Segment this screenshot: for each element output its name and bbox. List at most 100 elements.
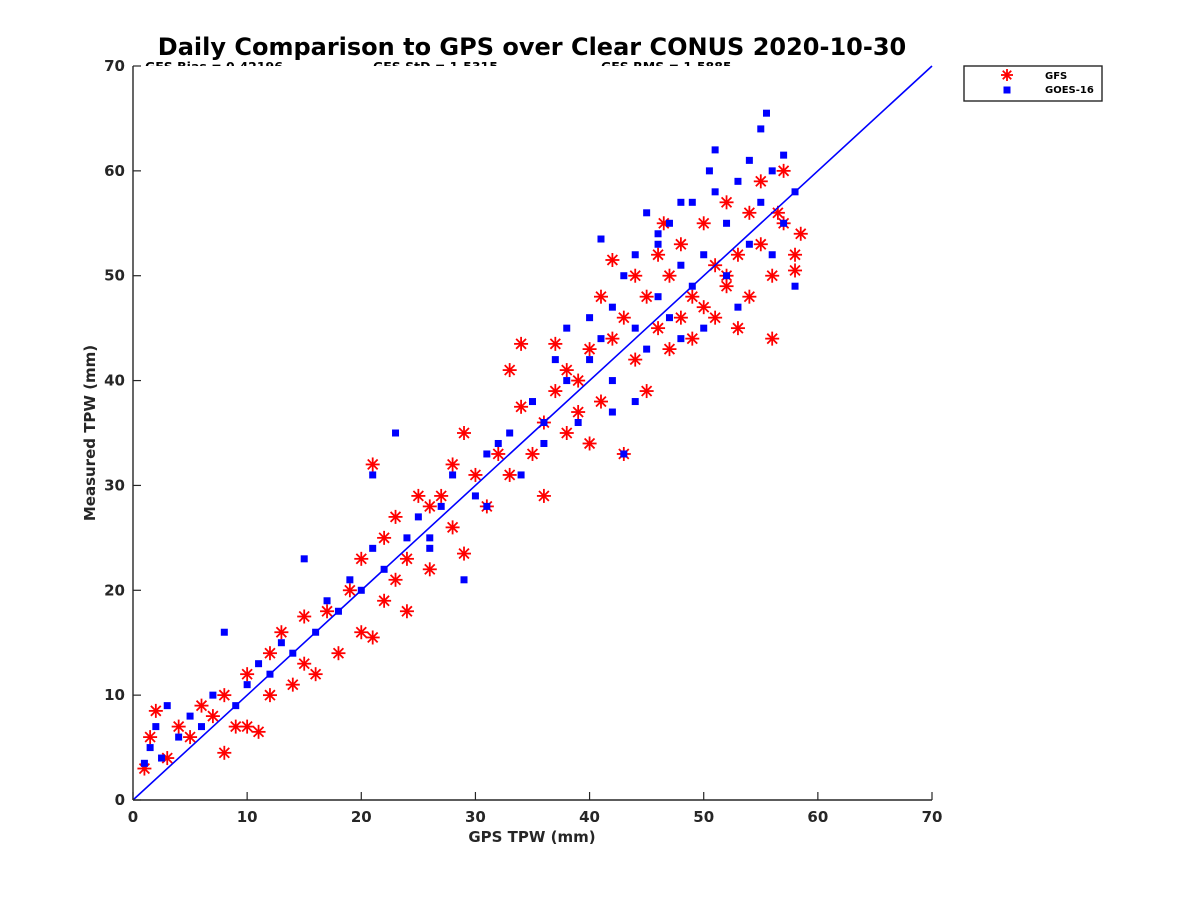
goes16-point (152, 723, 160, 731)
gfs-point (399, 551, 414, 566)
gfs-point (445, 457, 460, 472)
gfs-point (719, 195, 734, 210)
gfs-point (148, 703, 163, 718)
goes16-point (517, 471, 525, 479)
gfs-point (753, 174, 768, 189)
gfs-point (593, 394, 608, 409)
goes16-point (146, 744, 154, 752)
x-tick-label: 20 (351, 808, 372, 826)
goes16-point (586, 356, 594, 364)
gfs-point (719, 279, 734, 294)
gfs-point (205, 709, 220, 724)
axes: 0 10 20 30 40 50 60 70 0 10 20 30 40 50 60 70 (104, 57, 942, 826)
gfs-point (422, 562, 437, 577)
goes16-point (597, 335, 605, 343)
goes16-point (608, 303, 616, 311)
y-tick-label: 40 (104, 372, 125, 390)
plot-area (132, 65, 933, 801)
x-tick-label: 60 (807, 808, 828, 826)
x-axis-label: GPS TPW (mm) (468, 828, 595, 846)
gfs-point (605, 252, 620, 267)
gfs-point (788, 263, 803, 278)
goes16-point (745, 156, 753, 164)
y-tick-label: 50 (104, 267, 125, 285)
goes16-point (608, 408, 616, 416)
gfs-point (342, 583, 357, 598)
goes16-point (369, 544, 377, 552)
gfs-point (308, 667, 323, 682)
goes16-point (140, 759, 148, 767)
gfs-point (593, 289, 608, 304)
gfs-point (628, 352, 643, 367)
gfs-point (320, 604, 335, 619)
gfs-point (571, 405, 586, 420)
gfs-point (548, 336, 563, 351)
goes16-point (586, 314, 594, 322)
gfs-point (183, 730, 198, 745)
gfs-point (765, 268, 780, 283)
goes16-point (551, 356, 559, 364)
y-axis-label: Measured TPW (mm) (81, 345, 99, 521)
gfs-point (377, 593, 392, 608)
goes16-point (197, 723, 205, 731)
goes16-point (705, 167, 713, 175)
goes16-point (631, 398, 639, 406)
goes16-point (494, 439, 502, 447)
goes16-point (631, 251, 639, 259)
goes16-point (734, 303, 742, 311)
gfs-point (696, 216, 711, 231)
goes16-point (483, 502, 491, 510)
goes16-point (277, 639, 285, 647)
goes16-point (734, 177, 742, 185)
gfs-point (468, 467, 483, 482)
goes16-point (700, 324, 708, 332)
gfs-point (411, 488, 426, 503)
goes16-point (437, 502, 445, 510)
gfs-point (388, 509, 403, 524)
gfs-point (651, 321, 666, 336)
gfs-point (194, 698, 209, 713)
gfs-point (251, 724, 266, 739)
goes16-point (529, 398, 536, 406)
goes16-point (745, 240, 753, 248)
legend-gfs-label: GFS (1045, 71, 1067, 82)
gfs-point (753, 237, 768, 252)
gfs-point (399, 604, 414, 619)
goes16-point (643, 209, 651, 217)
x-tick-label: 10 (237, 808, 258, 826)
gfs-point (445, 520, 460, 535)
gfs-point (491, 446, 506, 461)
gfs-point (662, 342, 677, 357)
goes16-point (677, 198, 685, 206)
gfs-point (639, 289, 654, 304)
gfs-point (788, 247, 803, 262)
goes16-point (414, 513, 422, 521)
x-tick-label: 30 (465, 808, 486, 826)
goes16-point (243, 681, 251, 689)
gfs-point (793, 226, 808, 241)
goes16-point (757, 198, 765, 206)
y-tick-label: 70 (104, 57, 125, 75)
gfs-point (571, 373, 586, 388)
legend: GFS GOES-16 (963, 65, 1103, 102)
gfs-point (434, 488, 449, 503)
gfs-point (685, 331, 700, 346)
goes16-point (620, 272, 628, 280)
goes16-point (255, 660, 263, 668)
gfs-point (673, 237, 688, 252)
goes16-point (563, 324, 571, 332)
legend-goes16-label: GOES-16 (1045, 85, 1094, 96)
gfs-point (651, 247, 666, 262)
goes16-point (175, 733, 183, 741)
goes16-point (163, 702, 171, 710)
goes16-point (574, 419, 582, 427)
y-tick-label: 20 (104, 581, 125, 599)
goes16-point (300, 555, 308, 563)
gfs-point (662, 268, 677, 283)
chart-title: Daily Comparison to GPS over Clear CONUS… (158, 33, 906, 61)
goes16-point (460, 576, 468, 584)
gfs-point (388, 572, 403, 587)
goes16-point (643, 345, 651, 353)
goes16-point (608, 377, 616, 385)
